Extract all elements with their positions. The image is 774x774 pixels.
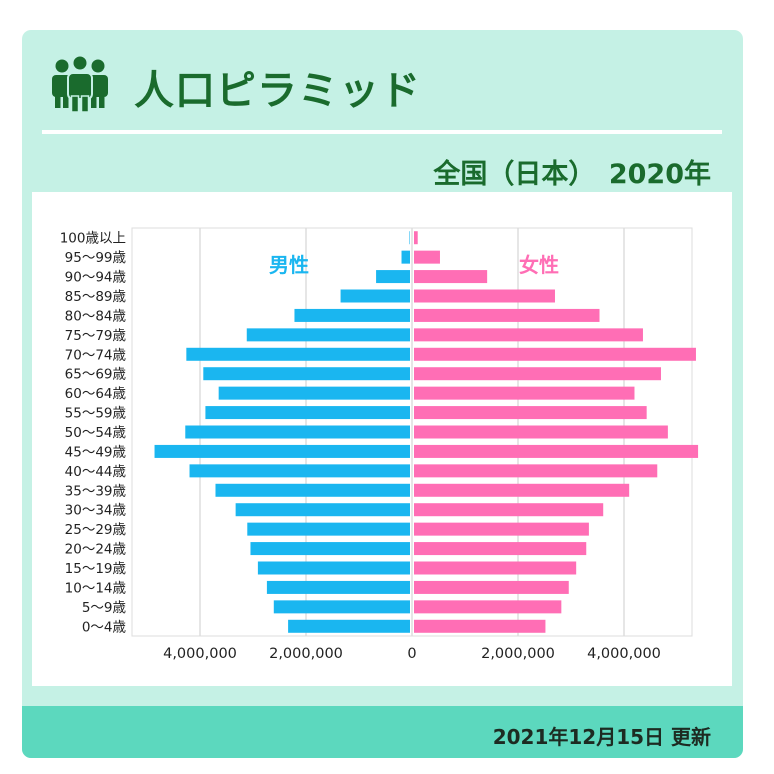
male-bar xyxy=(401,250,410,264)
chart-subtitle: 全国（日本） 2020年 xyxy=(433,159,711,190)
female-bar xyxy=(414,406,647,420)
male-bar xyxy=(266,580,410,594)
page-title: 人口ピラミッド xyxy=(134,68,421,114)
divider xyxy=(42,130,722,134)
y-tick-label: 0〜4歳 xyxy=(82,619,127,635)
female-bar xyxy=(414,444,699,458)
male-bar xyxy=(203,367,410,381)
y-tick-label: 40〜44歳 xyxy=(65,464,127,480)
male-bar xyxy=(205,406,410,420)
female-bar xyxy=(414,600,562,614)
updated-date: 2021年12月15日 更新 xyxy=(492,725,711,749)
male-bar xyxy=(235,503,410,517)
male-bar xyxy=(340,289,410,303)
female-bar xyxy=(414,522,589,536)
male-bar xyxy=(247,522,410,536)
female-bar xyxy=(414,464,658,478)
male-bar xyxy=(376,270,410,284)
pyramid-card: 人口ピラミッド 全国（日本） 2020年 4,000,000 2,000,000 0… xyxy=(22,30,743,758)
x-tick-label: 2,000,000 xyxy=(269,646,343,662)
y-tick-label: 85〜89歳 xyxy=(65,289,127,305)
male-bar xyxy=(250,542,410,556)
male-bar xyxy=(273,600,410,614)
male-bar xyxy=(215,483,410,497)
female-bar xyxy=(414,347,696,361)
female-bar xyxy=(414,580,569,594)
y-tick-label: 60〜64歳 xyxy=(65,386,127,402)
female-bar xyxy=(414,308,600,322)
y-tick-label: 75〜79歳 xyxy=(65,328,127,344)
population-pyramid-chart: 4,000,000 2,000,000 0 2,000,000 4,000,000 100… xyxy=(60,227,699,662)
y-tick-label: 95〜99歳 xyxy=(65,250,127,266)
y-tick-label: 70〜74歳 xyxy=(65,347,127,363)
female-bar xyxy=(414,289,555,303)
people-group-icon xyxy=(52,54,108,112)
female-bar xyxy=(414,270,488,284)
y-tick-label: 90〜94歳 xyxy=(65,270,127,286)
male-bar xyxy=(246,328,410,342)
y-tick-label: 65〜69歳 xyxy=(65,367,127,383)
male-bar xyxy=(185,425,410,439)
male-bar xyxy=(409,231,410,245)
female-bar xyxy=(414,386,635,400)
header: 人口ピラミッド xyxy=(22,30,743,130)
female-bar xyxy=(414,231,418,245)
y-tick-label: 45〜49歳 xyxy=(65,444,127,460)
legend-label: 男性 xyxy=(269,253,309,277)
y-tick-label: 100歳以上 xyxy=(60,231,126,247)
female-bar xyxy=(414,561,577,575)
legend-label: 女性 xyxy=(519,253,559,277)
male-bar xyxy=(218,386,410,400)
x-tick-label: 0 xyxy=(407,646,416,662)
female-bar xyxy=(414,619,546,633)
female-bar xyxy=(414,503,604,517)
x-tick-label: 2,000,000 xyxy=(481,646,555,662)
footer-bar: 2021年12月15日 更新 xyxy=(22,706,743,758)
x-tick-label: 4,000,000 xyxy=(163,646,237,662)
y-tick-label: 35〜39歳 xyxy=(65,483,127,499)
male-bar xyxy=(294,308,410,322)
y-tick-label: 30〜34歳 xyxy=(65,503,127,519)
y-tick-label: 20〜24歳 xyxy=(65,542,127,558)
female-bar xyxy=(414,483,630,497)
y-tick-label: 25〜29歳 xyxy=(65,522,127,538)
y-tick-label: 15〜19歳 xyxy=(65,561,127,577)
female-bar xyxy=(414,250,440,264)
y-tick-label: 50〜54歳 xyxy=(65,425,127,441)
male-bar xyxy=(257,561,410,575)
female-bar xyxy=(414,542,587,556)
female-bar xyxy=(414,328,643,342)
male-bar xyxy=(189,464,410,478)
y-tick-label: 55〜59歳 xyxy=(65,406,127,422)
female-bar xyxy=(414,367,661,381)
male-bar xyxy=(154,444,410,458)
y-tick-label: 5〜9歳 xyxy=(82,600,127,616)
female-bar xyxy=(414,425,668,439)
x-tick-label: 4,000,000 xyxy=(587,646,661,662)
y-tick-label: 80〜84歳 xyxy=(65,308,127,324)
y-tick-label: 10〜14歳 xyxy=(65,580,127,596)
male-bar xyxy=(288,619,410,633)
male-bar xyxy=(186,347,410,361)
chart-panel: 4,000,000 2,000,000 0 2,000,000 4,000,000 100… xyxy=(32,192,732,686)
